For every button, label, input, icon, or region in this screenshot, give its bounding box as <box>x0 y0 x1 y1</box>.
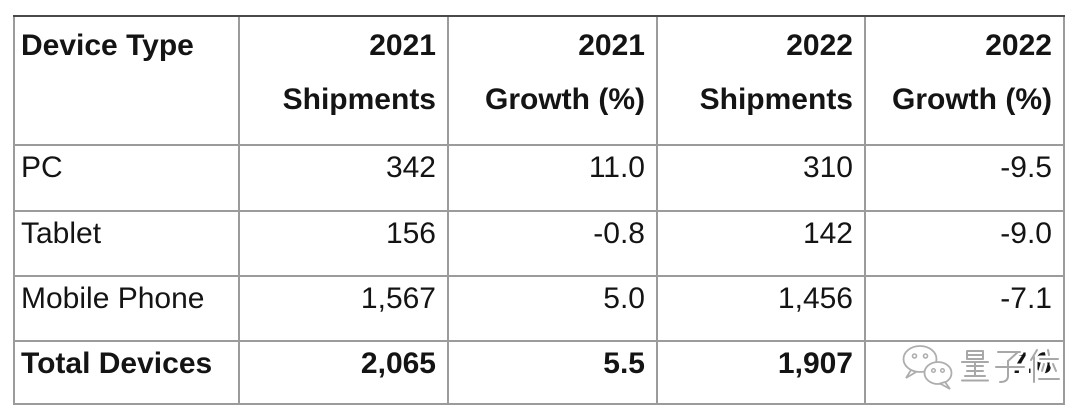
header-line2: Growth (%) <box>485 83 645 116</box>
cell-pc-2021-growth: 11.0 <box>449 146 656 210</box>
cell-total-2022-growth: -7.6 <box>866 342 1063 403</box>
cell-total-2021-shipments: 2,065 <box>240 342 447 403</box>
cell-mobile-2022-growth: -7.1 <box>866 277 1063 340</box>
header-line1: 2022 <box>985 29 1052 62</box>
cell-total-2021-growth: 5.5 <box>449 342 656 403</box>
cell-tablet-2021-shipments: 156 <box>240 212 447 275</box>
header-cell-2022-growth: 2022 Growth (%) <box>866 17 1063 144</box>
row-label-pc: PC <box>15 146 238 210</box>
header-cell-2021-shipments: 2021 Shipments <box>240 17 447 144</box>
header-cell-2022-shipments: 2022 Shipments <box>658 17 864 144</box>
cell-mobile-2021-shipments: 1,567 <box>240 277 447 340</box>
row-label-total-devices: Total Devices <box>15 342 238 403</box>
header-line1: Device Type <box>21 29 194 62</box>
cell-total-2022-shipments: 1,907 <box>658 342 864 403</box>
header-cell-device-type: Device Type <box>15 17 238 144</box>
header-cell-2021-growth: 2021 Growth (%) <box>449 17 656 144</box>
cell-pc-2022-shipments: 310 <box>658 146 864 210</box>
row-label-tablet: Tablet <box>15 212 238 275</box>
header-line1: 2022 <box>786 29 853 62</box>
header-line1: 2021 <box>369 29 436 62</box>
header-line2: Growth (%) <box>892 83 1052 116</box>
device-shipments-table: Device Type 2021 Shipments 2021 Growth (… <box>13 15 1065 405</box>
header-line2: Shipments <box>282 83 436 116</box>
header-line2: Shipments <box>699 83 853 116</box>
cell-tablet-2022-growth: -9.0 <box>866 212 1063 275</box>
header-line1: 2021 <box>578 29 645 62</box>
table-outer-top-border <box>13 15 1065 17</box>
row-label-mobile-phone: Mobile Phone <box>15 277 238 340</box>
cell-mobile-2022-shipments: 1,456 <box>658 277 864 340</box>
cell-tablet-2021-growth: -0.8 <box>449 212 656 275</box>
cell-tablet-2022-shipments: 142 <box>658 212 864 275</box>
cell-pc-2021-shipments: 342 <box>240 146 447 210</box>
cell-pc-2022-growth: -9.5 <box>866 146 1063 210</box>
cell-mobile-2021-growth: 5.0 <box>449 277 656 340</box>
